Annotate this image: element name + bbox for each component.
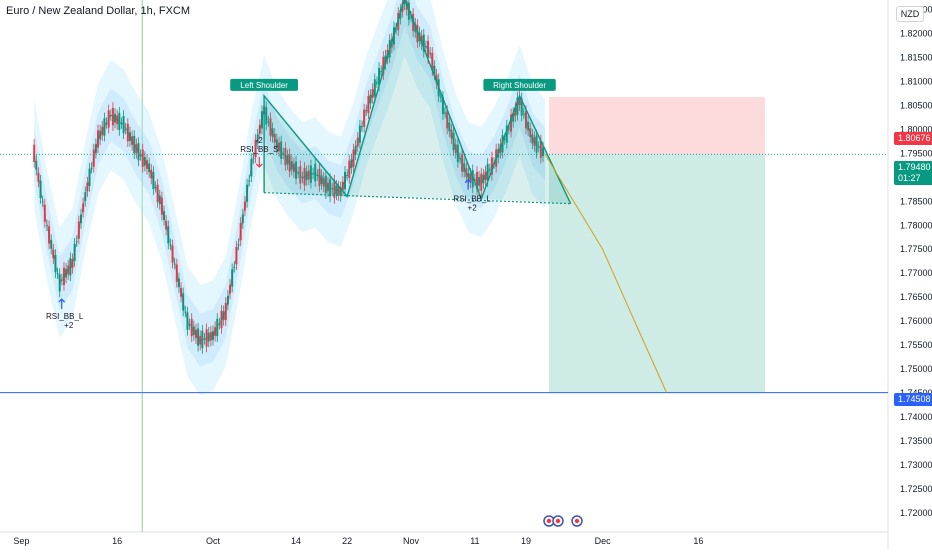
signal-long-arrow-icon — [58, 298, 66, 310]
stop-zone — [549, 97, 765, 155]
y-tick-label: 1.73000 — [900, 460, 932, 470]
left-shoulder-label-bg — [230, 78, 298, 91]
candle-body — [403, 0, 406, 5]
band-outer — [34, 0, 546, 396]
y-tick-label: 1.78000 — [900, 220, 932, 230]
event-marker-dot — [574, 518, 580, 524]
candle-body — [120, 123, 123, 125]
signal-rsi-bb-long-2-value: +2 — [468, 204, 478, 213]
event-marker-dot — [546, 518, 552, 524]
left-shoulder-label: Left Shoulder — [240, 81, 288, 90]
right-shoulder-label-bg — [483, 78, 556, 91]
countdown: 01:27 — [898, 173, 921, 183]
chart-title: Euro / New Zealand Dollar, 1h, FXCM — [6, 5, 191, 17]
right-shoulder-fill — [481, 95, 571, 204]
signal-long-arrow-icon-2 — [464, 178, 472, 190]
signal-rsi-bb-short-value: -2 — [256, 136, 264, 145]
x-tick-label: 14 — [291, 536, 301, 546]
candle-body — [203, 338, 206, 340]
signal-rsi-bb-long-2: RSI_BB_L — [453, 195, 491, 204]
y-tick-label: 1.80000 — [900, 124, 932, 134]
y-tick-label: 1.72000 — [900, 508, 932, 518]
y-tick-label: 1.74000 — [900, 412, 932, 422]
stop-price-tag: 1.80676 — [894, 132, 932, 145]
last-price-value: 1.79480 — [898, 162, 931, 172]
y-tick-label: 1.72500 — [900, 484, 932, 494]
candle-body — [424, 46, 427, 48]
signal-rsi-bb-short: RSI_BB_S — [240, 145, 278, 154]
x-tick-label: 22 — [342, 536, 352, 546]
y-tick-label: 1.81500 — [900, 53, 932, 63]
signal-short-arrow-icon — [255, 156, 263, 168]
candle-body — [331, 188, 334, 190]
x-tick-label: Oct — [206, 536, 221, 546]
event-marker-dot — [555, 518, 561, 524]
signal-rsi-bb-long-1-value: +2 — [64, 321, 74, 330]
y-tick-label: 1.76000 — [900, 316, 932, 326]
right-shoulder-label: Right Shoulder — [493, 81, 546, 90]
candle-body — [297, 172, 300, 174]
x-tick-label: 16 — [693, 536, 703, 546]
signal-rsi-bb-long-1: RSI_BB_L — [46, 312, 84, 321]
x-tick-label: Dec — [595, 536, 612, 546]
candle-body — [301, 177, 304, 179]
y-tick-label: 1.76500 — [900, 292, 932, 302]
y-tick-label: 1.73500 — [900, 436, 932, 446]
y-tick-label: 1.77000 — [900, 268, 932, 278]
x-tick-label: 19 — [521, 536, 531, 546]
y-tick-label: 1.79500 — [900, 148, 932, 158]
target-price-tag: 1.74508 — [894, 393, 932, 406]
x-tick-label: 11 — [470, 536, 479, 546]
projection-curve — [544, 154, 667, 393]
target-zone — [549, 154, 765, 393]
currency-button[interactable]: NZD — [896, 6, 924, 22]
candle-body — [312, 173, 315, 175]
candle-body — [316, 174, 319, 176]
x-tick-label: Nov — [403, 536, 420, 546]
y-tick-label: 1.81000 — [900, 76, 932, 86]
head-fill — [347, 0, 482, 199]
last-price-tag: 1.79480 01:27 — [894, 161, 932, 185]
candle-body — [537, 146, 540, 148]
y-tick-label: 1.77500 — [900, 244, 932, 254]
y-tick-label: 1.78500 — [900, 196, 932, 206]
candle-body — [33, 144, 36, 162]
y-tick-label: 1.80500 — [900, 100, 932, 110]
x-tick-label: 16 — [112, 536, 122, 546]
price-series-line — [33, 0, 546, 341]
y-tick-label: 1.82000 — [900, 29, 932, 39]
pattern-outline — [263, 0, 572, 204]
x-tick-label: Sep — [13, 536, 29, 546]
y-tick-label: 1.75500 — [900, 340, 932, 350]
band-inner — [34, 0, 546, 367]
candle-body — [188, 324, 191, 326]
y-tick-label: 1.75000 — [900, 364, 932, 374]
neckline — [264, 192, 571, 205]
